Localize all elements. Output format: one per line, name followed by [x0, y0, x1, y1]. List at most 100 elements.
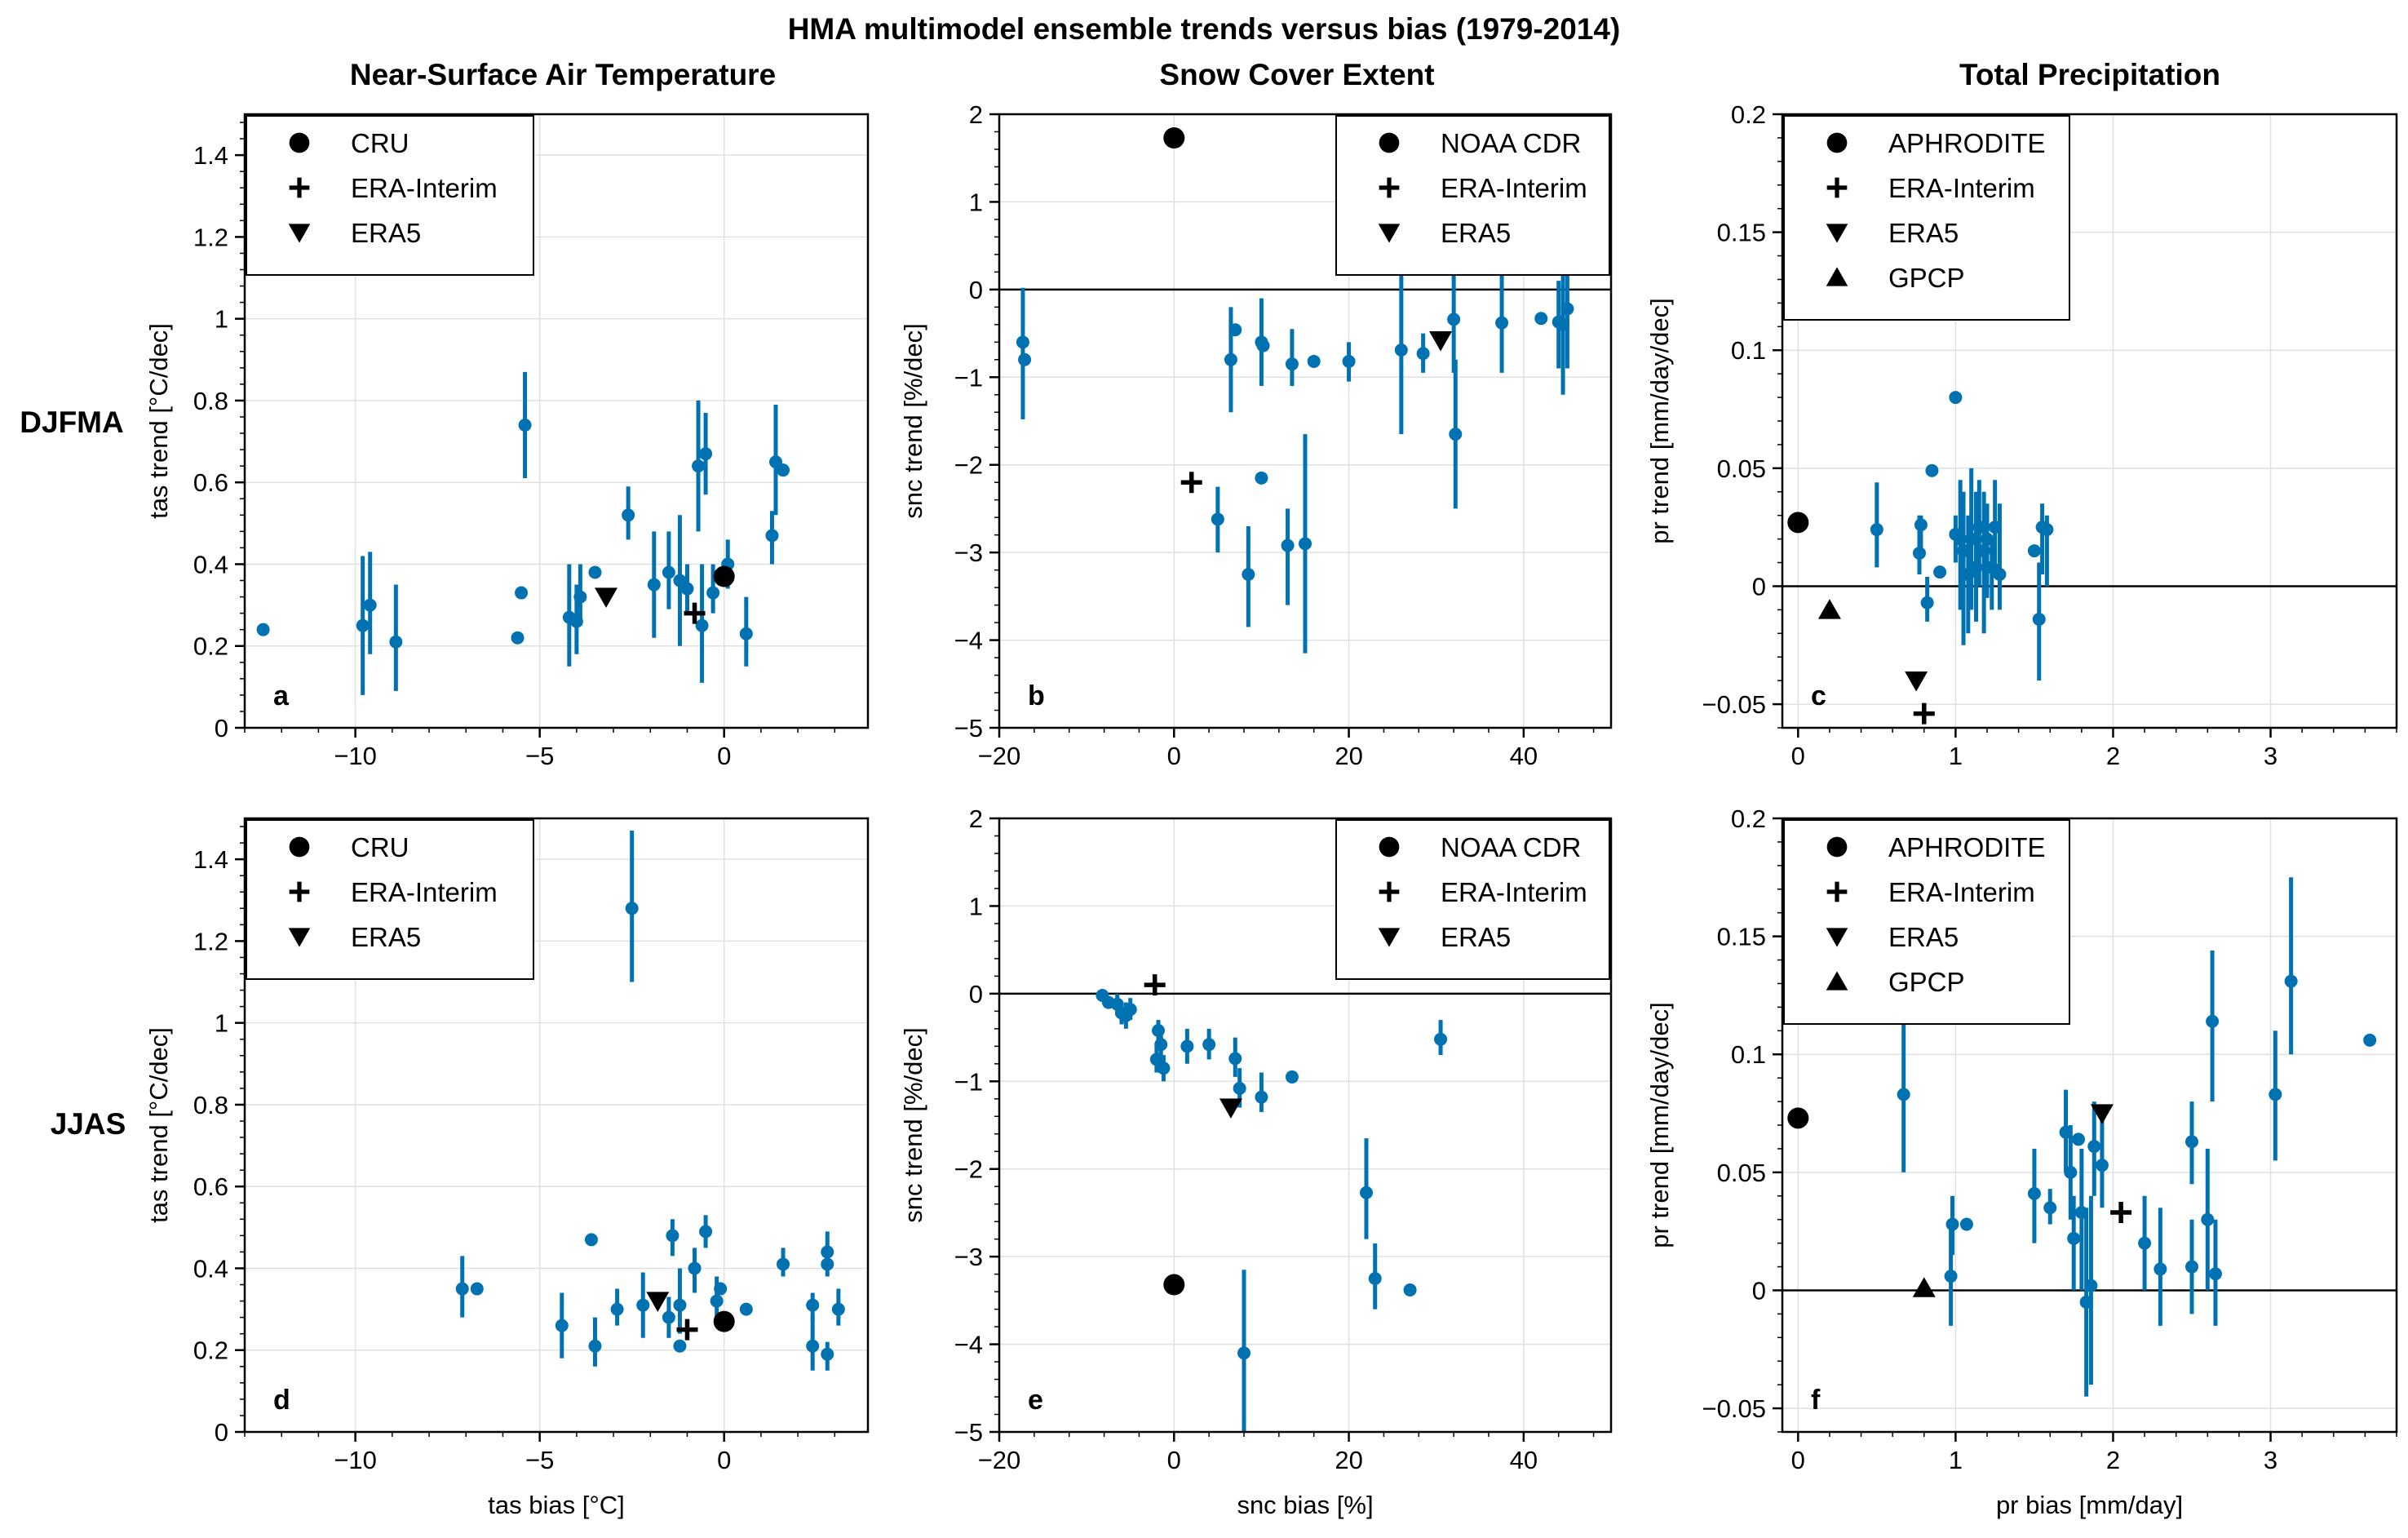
panel-letter: a [273, 680, 290, 711]
legend-marker [289, 132, 310, 153]
model-point [1993, 568, 2007, 581]
legend-marker [1826, 132, 1848, 153]
axes-frame [243, 817, 870, 1434]
y-tick-label: −2 [954, 1155, 983, 1184]
model-point [1964, 532, 1978, 546]
x-axis-label: snc bias [%] [1237, 1491, 1373, 1519]
y-axis-label: pr trend [mm/day/dec] [1645, 1002, 1674, 1248]
model-point [1242, 568, 1255, 581]
model-point [2027, 1186, 2041, 1200]
legend-marker [1378, 928, 1401, 947]
model-point [1233, 1081, 1246, 1095]
y-tick-label: −4 [954, 627, 983, 655]
y-tick-label: 1.4 [193, 845, 228, 874]
y-tick-label: 0 [1752, 1276, 1766, 1305]
y-tick-label: 0 [215, 1418, 228, 1447]
model-point [2138, 1236, 2152, 1250]
reference-point-cru [713, 1310, 735, 1332]
model-point [1949, 391, 1963, 405]
model-point [1912, 546, 1926, 560]
panel-letter: c [1811, 680, 1826, 711]
y-tick-label: −5 [954, 1418, 983, 1447]
legend-marker [1826, 836, 1848, 858]
model-point [1870, 523, 1883, 537]
model-point [625, 902, 639, 915]
model-point [515, 586, 529, 600]
model-point [692, 459, 706, 473]
model-point [555, 1319, 569, 1332]
reference-point-noaa-cdr [1163, 127, 1185, 149]
y-axis-label: tas trend [°C/dec] [144, 323, 173, 519]
model-point [1285, 1070, 1299, 1084]
x-tick-label: −5 [525, 1446, 554, 1474]
model-point [1123, 1003, 1137, 1017]
model-point [1449, 428, 1463, 441]
legend-entry: ERA5 [1888, 922, 1959, 952]
model-point [2074, 1206, 2088, 1220]
reference-point-era-interim [2110, 1202, 2132, 1224]
model-point [699, 1225, 713, 1239]
row-label-djfma: DJFMA [20, 406, 123, 439]
model-point [1307, 354, 1321, 368]
legend-marker [1826, 267, 1848, 286]
model-point [389, 635, 403, 649]
model-point [1981, 532, 1994, 546]
y-tick-label: −3 [954, 539, 983, 567]
y-tick-label: 0.8 [193, 1091, 228, 1119]
model-point [2079, 1295, 2093, 1309]
model-point [710, 1294, 724, 1308]
x-tick-label: 2 [2106, 742, 2120, 770]
model-point [573, 590, 587, 604]
model-point [1556, 317, 1570, 331]
panel-d: −10 −5 0 0 0.2 0.4 0.6 0.8 1 1.2 1.4 tas trend [°C/… [144, 817, 870, 1519]
y-axis-label: tas trend [°C/dec] [144, 1027, 173, 1223]
x-tick-label: −10 [334, 1446, 377, 1474]
model-point [662, 565, 675, 579]
legend-entry: APHRODITE [1888, 128, 2046, 158]
reference-point-era5 [1905, 671, 1928, 692]
y-tick-label: 1 [969, 188, 983, 216]
x-axis-label: tas bias [°C] [488, 1491, 624, 1519]
x-tick-label: 40 [1510, 1446, 1538, 1474]
reference-point-era5 [1429, 330, 1453, 352]
model-point [2040, 523, 2054, 537]
model-point [1914, 518, 1928, 532]
y-tick-label: 0.6 [193, 468, 228, 497]
model-point [2284, 974, 2298, 988]
model-point [680, 582, 694, 596]
model-point [1018, 352, 1032, 366]
y-tick-label: 0.15 [1717, 219, 1766, 247]
legend-entry: NOAA CDR [1441, 832, 1581, 862]
model-point [1281, 539, 1295, 552]
legend-marker [288, 928, 311, 947]
model-point [2201, 1212, 2215, 1226]
legend-entry: ERA-Interim [1888, 877, 2035, 907]
legend-entry: ERA-Interim [351, 173, 498, 203]
x-tick-label: 40 [1510, 742, 1538, 770]
legend-entry: ERA5 [1888, 218, 1959, 248]
panel-a: −10 −5 0 0 0.2 0.4 0.6 0.8 1 1.2 1.4 tas trend [°C/… [144, 113, 870, 770]
model-point [673, 1339, 687, 1353]
model-point [777, 463, 790, 477]
reference-point-cru [713, 565, 735, 587]
y-tick-label: 0.4 [193, 550, 228, 578]
y-tick-label: −1 [954, 363, 983, 392]
legend-marker [289, 881, 310, 902]
legend: APHRODITE ERA-Interim ERA5 GPCP [1783, 819, 2070, 1025]
model-point [588, 565, 602, 579]
model-point [518, 419, 532, 432]
row-label-jjas: JJAS [51, 1107, 126, 1141]
model-point [1972, 521, 1986, 534]
model-point [2208, 1267, 2222, 1281]
y-tick-label: 0 [215, 714, 228, 742]
model-point [1897, 1088, 1910, 1101]
y-tick-label: 0.2 [1731, 100, 1766, 129]
model-point [1152, 1023, 1165, 1037]
legend-entry: CRU [351, 128, 409, 158]
model-point [1416, 347, 1430, 361]
legend-marker [289, 177, 310, 198]
model-point [1945, 1217, 1959, 1231]
x-tick-label: 0 [717, 1446, 731, 1474]
model-point [2185, 1135, 2198, 1149]
